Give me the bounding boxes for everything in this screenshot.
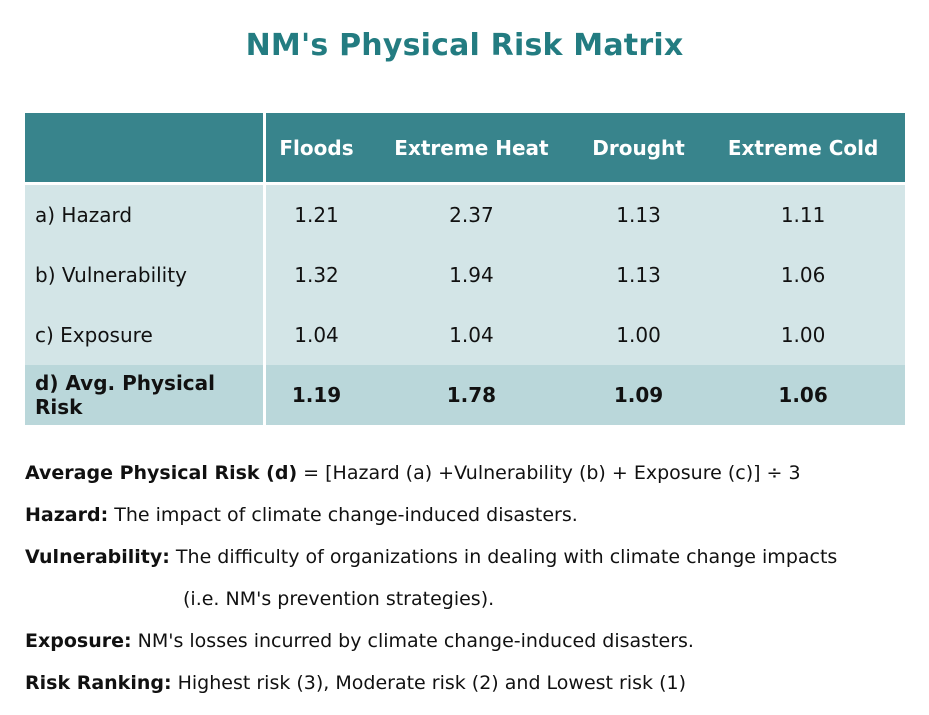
row-label: d) Avg. Physical Risk xyxy=(25,365,266,425)
table-cell: 1.13 xyxy=(575,183,702,245)
page-title: NM's Physical Risk Matrix xyxy=(245,28,684,63)
note-term: Average Physical Risk (d) xyxy=(25,462,298,484)
note-exposure: Exposure: NM's losses incurred by climat… xyxy=(25,620,837,662)
note-text: The impact of climate change-induced dis… xyxy=(108,504,578,526)
note-term: Hazard: xyxy=(25,504,109,526)
table-cell: 1.06 xyxy=(701,365,905,425)
table-cell: 1.04 xyxy=(367,305,576,365)
note-vulnerability-continued: (i.e. NM's prevention strategies). xyxy=(183,588,495,610)
table-cell: 1.11 xyxy=(701,183,905,245)
table-cell: 1.32 xyxy=(264,245,367,305)
table-cell: 1.13 xyxy=(575,245,702,305)
row-label: c) Exposure xyxy=(25,305,266,365)
column-header-drought: Drought xyxy=(575,113,702,184)
note-hazard: Hazard: The impact of climate change-ind… xyxy=(25,494,837,536)
column-header-empty xyxy=(25,113,266,184)
note-term: Vulnerability: xyxy=(25,546,170,568)
table-cell: 1.19 xyxy=(264,365,367,425)
table-cell: 2.37 xyxy=(367,183,576,245)
table-cell: 1.78 xyxy=(367,365,576,425)
table-row-hazard: a) Hazard 1.21 2.37 1.13 1.11 xyxy=(25,183,905,245)
risk-matrix-table: Floods Extreme Heat Drought Extreme Cold… xyxy=(25,113,905,425)
definitions: Average Physical Risk (d) = [Hazard (a) … xyxy=(25,452,837,704)
row-label: b) Vulnerability xyxy=(25,245,266,305)
table-cell: 1.21 xyxy=(264,183,367,245)
note-text: Highest risk (3), Moderate risk (2) and … xyxy=(171,672,686,694)
note-term: Risk Ranking: xyxy=(25,672,172,694)
note-vulnerability: Vulnerability: The difficulty of organiz… xyxy=(25,536,837,578)
table-cell: 1.00 xyxy=(575,305,702,365)
table-row-avg-physical-risk: d) Avg. Physical Risk 1.19 1.78 1.09 1.0… xyxy=(25,365,905,425)
note-average-physical-risk: Average Physical Risk (d) = [Hazard (a) … xyxy=(25,452,837,494)
note-text: = [Hazard (a) +Vulnerability (b) + Expos… xyxy=(297,462,801,484)
note-risk-ranking: Risk Ranking: Highest risk (3), Moderate… xyxy=(25,662,837,704)
table-header-row: Floods Extreme Heat Drought Extreme Cold xyxy=(25,113,905,184)
note-text: The difficulty of organizations in deali… xyxy=(169,546,838,568)
table-cell: 1.00 xyxy=(701,305,905,365)
table-row-exposure: c) Exposure 1.04 1.04 1.00 1.00 xyxy=(25,305,905,365)
table-row-vulnerability: b) Vulnerability 1.32 1.94 1.13 1.06 xyxy=(25,245,905,305)
column-header-floods: Floods xyxy=(264,113,367,184)
table-cell: 1.94 xyxy=(367,245,576,305)
column-header-extreme-heat: Extreme Heat xyxy=(367,113,576,184)
note-term: Exposure: xyxy=(25,630,132,652)
table-cell: 1.04 xyxy=(264,305,367,365)
column-header-extreme-cold: Extreme Cold xyxy=(701,113,905,184)
note-text: NM's losses incurred by climate change-i… xyxy=(131,630,694,652)
table-cell: 1.06 xyxy=(701,245,905,305)
table-cell: 1.09 xyxy=(575,365,702,425)
row-label: a) Hazard xyxy=(25,183,266,245)
